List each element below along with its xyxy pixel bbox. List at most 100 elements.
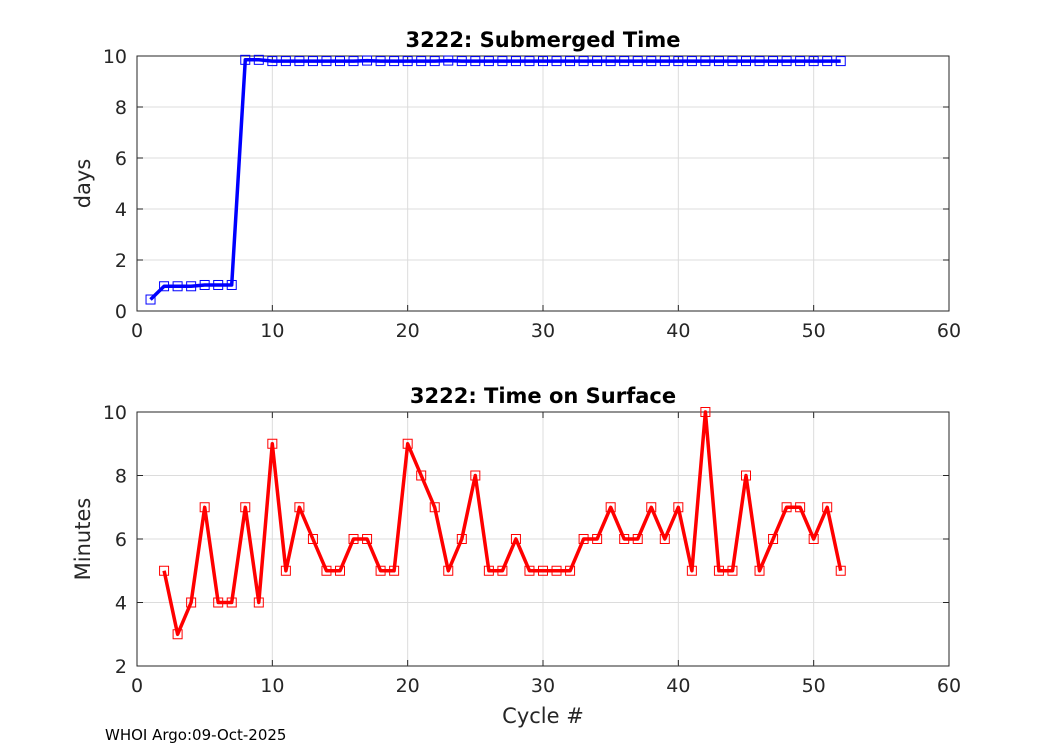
data-point (524, 56, 535, 67)
data-point (727, 565, 738, 576)
data-point (605, 502, 616, 513)
data-point (768, 56, 779, 67)
x-tick-label: 40 (666, 320, 690, 342)
data-point (619, 56, 630, 67)
data-point (429, 502, 440, 513)
chart-title: 3222: Submerged Time (405, 28, 680, 52)
data-point (416, 470, 427, 481)
y-tick-label: 0 (115, 301, 127, 323)
data-point (822, 502, 833, 513)
data-point (443, 55, 454, 66)
data-point (686, 565, 697, 576)
data-point (673, 502, 684, 513)
data-point (835, 56, 846, 67)
data-point (267, 56, 278, 67)
data-point (795, 56, 806, 67)
data-point (375, 56, 386, 67)
data-point (348, 534, 359, 544)
data-point (362, 55, 373, 66)
data-point (578, 56, 589, 67)
x-tick-label: 10 (260, 320, 284, 342)
data-point (781, 502, 792, 513)
data-point (470, 470, 481, 481)
data-point (659, 56, 670, 67)
data-point (538, 565, 548, 576)
data-point (389, 565, 400, 576)
data-point (551, 56, 562, 67)
data-point (497, 565, 508, 576)
data-point (321, 565, 332, 576)
y-tick-label: 8 (115, 466, 127, 488)
y-tick-label: 4 (115, 593, 127, 615)
data-point (632, 534, 643, 544)
x-tick-label: 30 (531, 675, 555, 697)
x-tick-label: 20 (396, 320, 420, 342)
series-line (149, 58, 841, 301)
data-point (768, 534, 779, 544)
data-point (741, 470, 751, 481)
data-point (321, 56, 332, 67)
y-axis-label: days (71, 159, 95, 209)
data-point (497, 56, 508, 67)
x-tick-label: 50 (802, 675, 826, 697)
data-point (307, 534, 318, 544)
data-point (362, 534, 373, 544)
data-point (808, 534, 819, 544)
data-point (253, 54, 264, 65)
data-point (213, 597, 224, 608)
x-tick-label: 40 (666, 675, 690, 697)
data-point (335, 565, 345, 576)
data-point (619, 534, 630, 544)
footer-credit: WHOI Argo:09-Oct-2025 (105, 726, 286, 744)
data-point (673, 56, 684, 67)
x-tick-label: 30 (531, 320, 555, 342)
data-point (186, 597, 197, 608)
data-point (226, 279, 237, 290)
data-point (348, 56, 359, 67)
data-point (159, 565, 170, 576)
data-point (429, 56, 440, 67)
data-point (524, 565, 535, 576)
data-point (267, 438, 278, 449)
data-point (307, 56, 318, 67)
y-tick-label: 10 (103, 46, 127, 68)
data-point (538, 56, 548, 67)
y-tick-label: 10 (103, 402, 127, 424)
data-point (199, 279, 210, 290)
data-point (754, 56, 765, 67)
data-point (835, 565, 846, 576)
x-tick-label: 60 (937, 320, 961, 342)
data-point (402, 56, 413, 67)
x-tick-label: 0 (131, 675, 143, 697)
data-point (416, 56, 427, 67)
data-point (483, 56, 494, 67)
data-point (741, 56, 751, 67)
y-tick-label: 6 (115, 529, 127, 551)
data-point (808, 56, 819, 67)
data-point (226, 597, 237, 608)
data-point (159, 281, 170, 292)
data-point (145, 294, 156, 305)
data-point (727, 56, 738, 67)
data-point (253, 597, 264, 608)
data-point (754, 565, 765, 576)
data-point (186, 281, 197, 292)
data-point (700, 407, 711, 417)
data-point (713, 565, 724, 576)
data-point (686, 56, 697, 67)
data-point (551, 565, 562, 576)
submerged-time-plot: 0 10 20 30 40 50 60 0 2 4 6 8 10 3222: Submerged Time… (71, 28, 961, 342)
data-point (375, 565, 386, 576)
data-point (213, 279, 224, 290)
chart-title: 3222: Time on Surface (410, 384, 676, 408)
data-point (443, 565, 454, 576)
data-point (713, 56, 724, 67)
data-point (565, 565, 576, 576)
data-point (172, 281, 183, 292)
x-tick-label: 10 (260, 675, 284, 697)
data-point (605, 56, 616, 67)
y-tick-label: 4 (115, 199, 127, 221)
data-point (646, 502, 657, 513)
x-axis-label: Cycle # (502, 704, 584, 728)
data-point (822, 56, 833, 67)
